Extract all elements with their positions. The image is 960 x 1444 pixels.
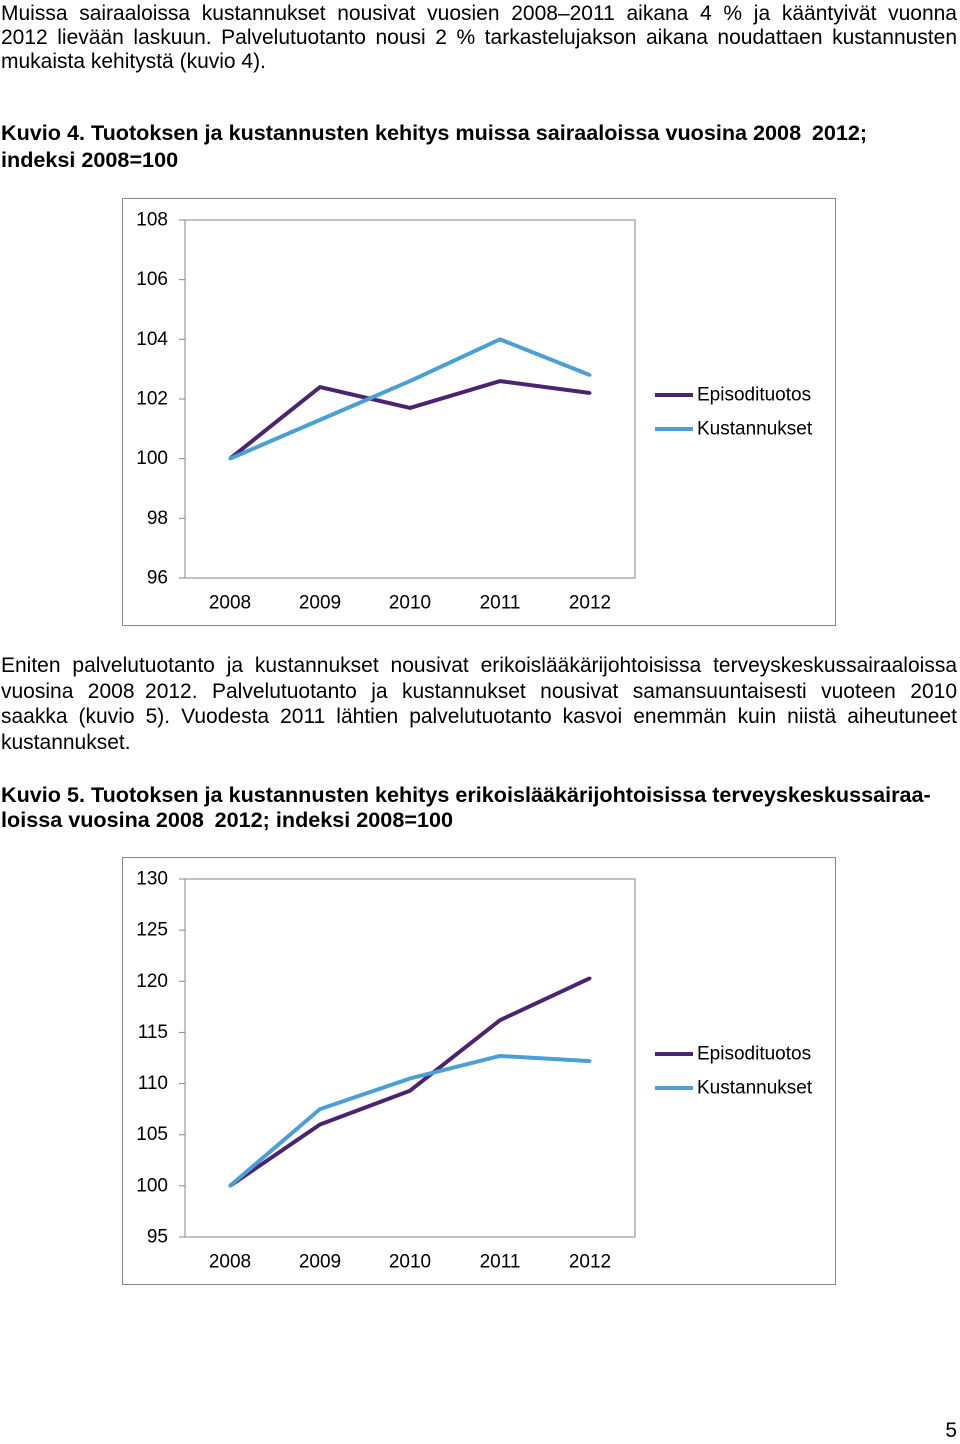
paragraph-line: kustannukset. xyxy=(1,731,131,754)
data-point-episodituotos xyxy=(318,385,322,389)
x-tick-label: 2010 xyxy=(389,593,431,614)
paragraph-line: Muissa sairaaloissa kustannukset nousiva… xyxy=(1,2,957,25)
y-tick-label: 100 xyxy=(136,448,168,469)
y-tick-label: 130 xyxy=(136,869,168,890)
data-point-episodituotos xyxy=(498,1018,502,1022)
data-point-episodituotos xyxy=(408,1089,412,1093)
plot-area xyxy=(184,878,636,1238)
x-tick-label: 2012 xyxy=(569,1252,611,1273)
data-point-episodituotos xyxy=(588,391,592,395)
figure-caption-line: indeksi 2008=100 xyxy=(1,147,179,172)
x-tick-label: 2010 xyxy=(389,1252,431,1273)
data-point-kustannukset xyxy=(228,1184,232,1188)
x-tick-label: 2011 xyxy=(480,593,521,614)
line-chart-figure-4: 96 98 100 102 104 106 108 2008 2009 2010 2011 2012 E… xyxy=(122,198,836,626)
data-point-kustannukset xyxy=(408,379,412,383)
line-chart-figure-5: 95 100 105 110 115 120 125 130 2008 2009 2010 2011 2… xyxy=(122,857,836,1285)
y-tick-label: 104 xyxy=(136,329,168,350)
y-tick-label: 106 xyxy=(136,269,168,290)
data-point-kustannukset xyxy=(588,373,592,377)
paragraph-line: saakka (kuvio 5). Vuodesta 2011 lähtien … xyxy=(1,705,957,728)
data-point-episodituotos xyxy=(588,976,592,980)
data-point-episodituotos xyxy=(408,406,412,410)
y-tick-label: 115 xyxy=(138,1022,168,1043)
paragraph-line: Eniten palvelutuotanto ja kustannukset n… xyxy=(1,654,957,677)
paragraph-line: mukaista kehitystä (kuvio 4). xyxy=(1,50,266,73)
y-tick-label: 125 xyxy=(136,920,168,941)
data-point-episodituotos xyxy=(498,379,502,383)
page-number: 5 xyxy=(945,1419,957,1442)
y-tick-label: 120 xyxy=(136,971,168,992)
x-tick-label: 2008 xyxy=(209,1252,251,1273)
chart-frame xyxy=(122,198,836,626)
data-point-kustannukset xyxy=(228,457,232,461)
legend-label: Kustannukset xyxy=(697,1078,813,1099)
figure-caption-line: loissa vuosina 2008 2012; indeksi 2008=1… xyxy=(1,807,453,832)
figure-caption-line: Kuvio 5. Tuotoksen ja kustannusten kehit… xyxy=(1,782,931,807)
legend-label: Episodituotos xyxy=(697,1044,811,1065)
paragraph-line: 2012 lievään laskuun. Palvelutuotanto no… xyxy=(1,26,957,49)
y-tick-label: 102 xyxy=(136,389,168,410)
x-tick-label: 2012 xyxy=(569,593,611,614)
y-tick-label: 105 xyxy=(136,1124,168,1145)
chart-frame xyxy=(122,857,836,1285)
data-point-kustannukset xyxy=(318,1107,322,1111)
x-tick-label: 2009 xyxy=(299,593,341,614)
x-tick-label: 2011 xyxy=(480,1252,521,1273)
y-tick-label: 95 xyxy=(147,1227,168,1248)
data-point-kustannukset xyxy=(318,418,322,422)
paragraph-line: vuosina 2008 2012. Palvelutuotanto ja ku… xyxy=(1,680,957,703)
y-tick-label: 96 xyxy=(147,568,168,589)
y-tick-label: 108 xyxy=(136,210,168,231)
y-tick-label: 110 xyxy=(138,1073,168,1094)
y-tick-label: 100 xyxy=(136,1175,168,1196)
y-tick-label: 98 xyxy=(147,508,168,529)
legend-label: Kustannukset xyxy=(697,419,813,440)
data-point-kustannukset xyxy=(588,1059,592,1063)
x-tick-label: 2008 xyxy=(209,593,251,614)
x-tick-label: 2009 xyxy=(299,1252,341,1273)
data-point-kustannukset xyxy=(498,1054,502,1058)
legend-label: Episodituotos xyxy=(697,385,811,406)
data-point-kustannukset xyxy=(498,337,502,341)
data-point-kustannukset xyxy=(408,1076,412,1080)
figure-caption-line: Kuvio 4. Tuotoksen ja kustannusten kehit… xyxy=(1,120,868,145)
data-point-episodituotos xyxy=(318,1122,322,1126)
